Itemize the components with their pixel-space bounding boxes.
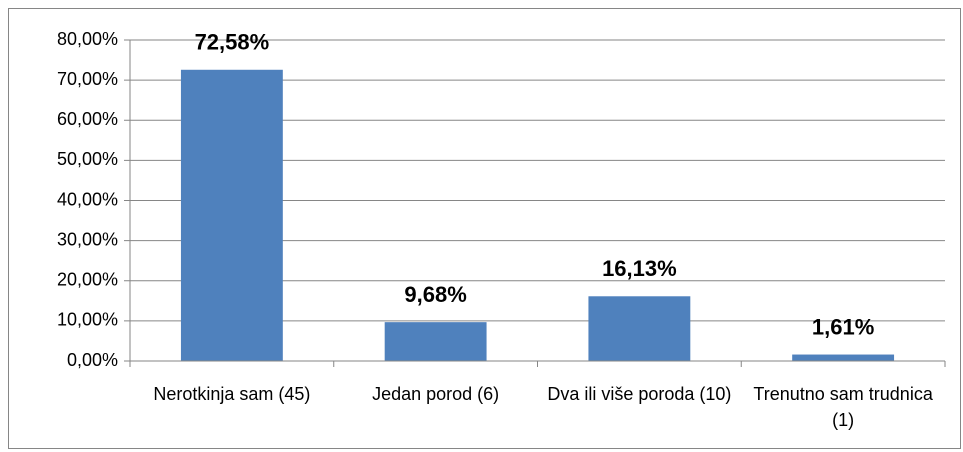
bar	[180, 69, 283, 361]
bar	[792, 354, 895, 361]
y-tick-label: 20,00%	[57, 270, 118, 290]
value-label: 16,13%	[602, 256, 677, 281]
value-label: 1,61%	[812, 314, 874, 339]
x-tick-label: Jedan porod (6)	[372, 384, 500, 404]
x-tick-label: Nerotkinja sam (45)	[153, 384, 311, 404]
y-tick-label: 0,00%	[67, 350, 118, 370]
value-label: 72,58%	[195, 30, 270, 55]
y-tick-label: 10,00%	[57, 310, 118, 330]
chart-frame	[8, 8, 961, 449]
y-tick-label: 50,00%	[57, 149, 118, 169]
y-tick-label: 70,00%	[57, 69, 118, 89]
y-tick-label: 40,00%	[57, 189, 118, 209]
x-tick-label: Dva ili više poroda (10)	[547, 384, 732, 404]
y-tick-label: 60,00%	[57, 109, 118, 129]
value-label: 9,68%	[404, 282, 466, 307]
bar	[588, 296, 691, 361]
y-tick-label: 30,00%	[57, 229, 118, 249]
y-tick-label: 80,00%	[57, 29, 118, 49]
bar	[384, 322, 487, 361]
x-tick-label: Trenutno sam trudnica (1)	[753, 384, 933, 430]
